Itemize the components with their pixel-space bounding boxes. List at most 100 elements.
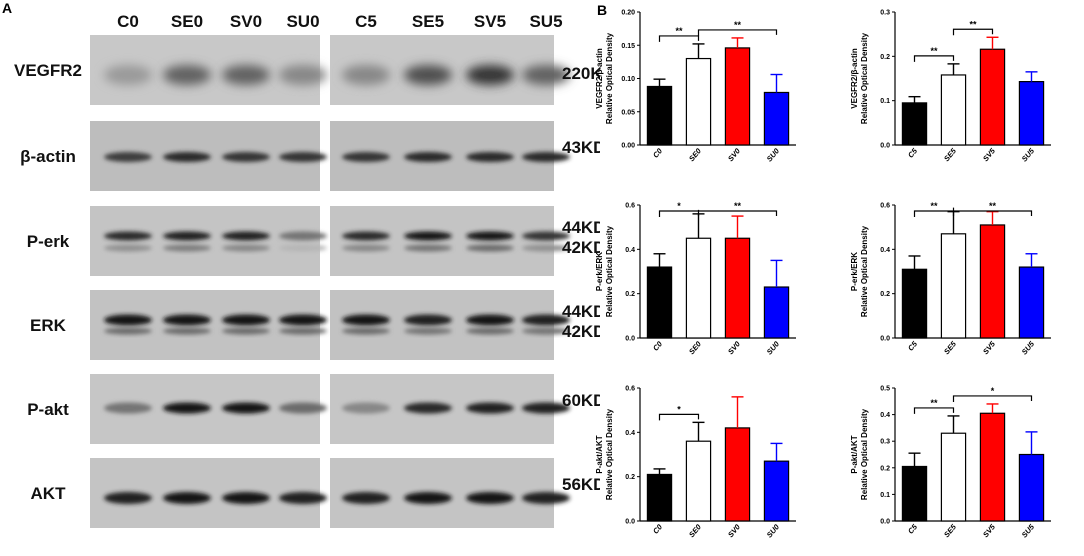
blot-band (163, 65, 211, 85)
bar-su5 (1018, 266, 1045, 339)
y-axis-label: Relative Optical Density (605, 32, 614, 124)
bar-c5 (901, 268, 928, 339)
chart-6: 0.0 0.1 0.2 0.3 0.4 0.5 P-akt/AKT Relative Opti… (850, 386, 1051, 539)
blot-band (104, 402, 152, 414)
x-tick-label: C0 (651, 339, 665, 353)
blot-band (279, 314, 327, 326)
blot-band (342, 402, 390, 414)
y-axis-label: Relative Optical Density (605, 225, 614, 317)
blot-band (466, 65, 514, 85)
chart-3: 0.0 0.2 0.4 0.6 P-erk/ERK Relative Optical De… (595, 201, 796, 356)
blot-band (104, 244, 152, 252)
significance-bracket (697, 29, 778, 36)
significance-label: * (677, 201, 681, 211)
y-tick-label: 0.0 (625, 519, 635, 526)
bar-se5 (940, 233, 967, 339)
y-tick-label: 0.0 (880, 519, 890, 526)
blot-band (163, 492, 211, 504)
y-tick-label: 0.6 (625, 386, 635, 393)
blot-band (466, 327, 514, 335)
blot-band (466, 492, 514, 504)
y-tick-label: 0.1 (880, 492, 890, 499)
x-tick-label: SE0 (687, 522, 704, 539)
y-axis-label: Relative Optical Density (860, 408, 869, 500)
y-tick-label: 0.0 (880, 336, 890, 343)
y-axis-label: Relative Optical Density (860, 225, 869, 317)
kd-label: 42KD (562, 322, 600, 341)
bar-sv5 (979, 48, 1006, 146)
blot-row-1: VEGFR2 220KD (14, 35, 600, 105)
blot-row-label: AKT (31, 484, 67, 503)
bar-se0 (685, 237, 712, 339)
y-axis-label: P-erk/ERK (850, 252, 859, 291)
blot-row-6: AKT 56KD (31, 458, 600, 528)
blot-band (522, 402, 570, 414)
blot-band (222, 402, 270, 414)
x-tick-label: SV5 (981, 339, 998, 356)
bar-charts-panel: B 0.00 0.05 0.10 0.15 0.20 VEGFR2/β-actin Rela… (590, 0, 1084, 551)
blot-left-3 (90, 206, 320, 276)
y-axis-label: P-akt/AKT (850, 435, 859, 473)
significance-label: ** (930, 46, 938, 56)
blot-band (104, 327, 152, 335)
x-tick-label: SV0 (726, 522, 743, 539)
x-tick-label: SU0 (765, 522, 782, 540)
significance-bracket (913, 55, 955, 62)
lane-label-sv5: SV5 (474, 12, 506, 31)
significance-label: ** (734, 20, 742, 30)
blot-band (279, 231, 327, 241)
blot-band (342, 492, 390, 504)
blot-band (522, 244, 570, 252)
blot-band (466, 402, 514, 414)
blot-band (342, 244, 390, 252)
y-tick-label: 0.10 (621, 76, 635, 83)
kd-label: 44KD (562, 218, 600, 237)
blot-band (466, 152, 514, 162)
y-tick-label: 0.2 (625, 474, 635, 481)
x-tick-label: SU5 (1020, 146, 1037, 164)
blot-band (104, 231, 152, 241)
blot-band (466, 244, 514, 252)
y-tick-label: 0.3 (880, 439, 890, 446)
bar-sv0 (724, 427, 751, 522)
x-tick-label: SE0 (687, 339, 704, 356)
significance-bracket (913, 210, 955, 217)
y-tick-label: 0.2 (880, 291, 890, 298)
blot-band (342, 65, 390, 85)
bar-sv5 (979, 224, 1006, 339)
x-tick-label: SE0 (687, 146, 704, 163)
x-tick-label: SU0 (765, 146, 782, 164)
blot-band (522, 314, 570, 326)
kd-label: 42KD (562, 238, 600, 257)
y-tick-label: 0.05 (621, 109, 635, 116)
y-axis-label: Relative Optical Density (860, 32, 869, 124)
significance-bracket (697, 209, 778, 216)
bar-su0 (763, 91, 790, 146)
blot-row-2: β-actin 43KD (20, 121, 600, 191)
blot-band (279, 65, 327, 85)
blot-band (279, 244, 327, 252)
bar-c0 (646, 473, 673, 522)
bar-sv0 (724, 237, 751, 339)
y-tick-label: 0.20 (621, 10, 635, 17)
bar-se5 (940, 74, 967, 146)
blot-band (404, 65, 452, 85)
blot-band (279, 402, 327, 414)
bar-c5 (901, 102, 928, 146)
bar-se0 (685, 440, 712, 522)
significance-bracket (658, 413, 700, 421)
blot-band (222, 152, 270, 162)
blot-row-label: VEGFR2 (14, 61, 82, 80)
panel-b-letter: B (597, 2, 607, 18)
significance-bracket (913, 407, 955, 414)
blot-band (222, 327, 270, 335)
blot-right-3 (330, 206, 554, 276)
bar-su5 (1018, 81, 1045, 146)
blot-band (163, 314, 211, 326)
bar-su0 (763, 460, 790, 522)
blot-band (279, 492, 327, 504)
blot-row-label: ERK (30, 316, 67, 335)
lane-label-sv0: SV0 (230, 12, 262, 31)
